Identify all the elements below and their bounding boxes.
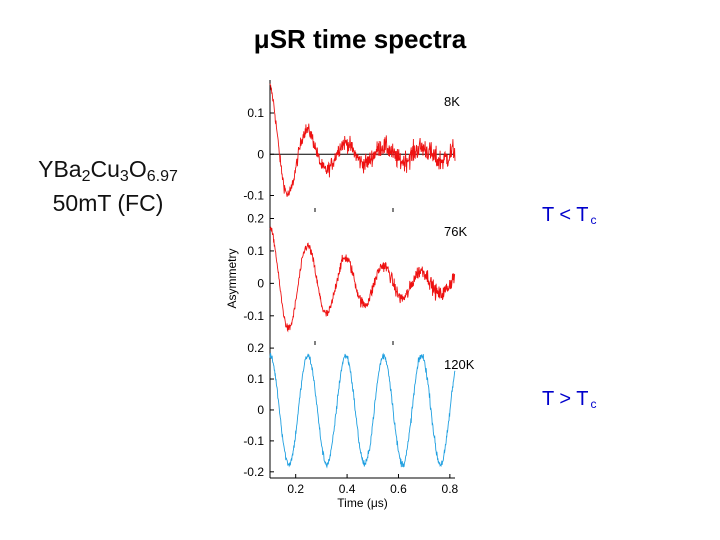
y-axis-label: Asymmetry [225, 249, 239, 309]
y-tick-label: 0.2 [247, 341, 264, 355]
y-tick-label: 0 [257, 276, 264, 290]
y-tick-label: 0 [257, 403, 264, 417]
signal-line-120K [269, 352, 456, 469]
sample-label: YBa2Cu3O6.97 50mT (FC) [18, 156, 198, 217]
signal-line-8K [269, 83, 456, 197]
y-tick-label: -0.1 [243, 189, 264, 203]
x-tick-label: 0.8 [442, 482, 459, 496]
x-axis-label: Time (μs) [337, 496, 387, 510]
y-tick-label: 0.1 [247, 106, 264, 120]
sample-formula: YBa2Cu3O6.97 [38, 156, 178, 185]
temperature-label: 76K [444, 224, 467, 239]
y-tick-label: 0.2 [247, 211, 264, 225]
y-tick-label: -0.1 [243, 309, 264, 323]
panel-8K: 0.1 0 -0.1 8K [243, 80, 460, 212]
x-tick-label: 0.6 [390, 482, 407, 496]
x-tick-label: 0.4 [339, 482, 356, 496]
y-tick-label: 0.1 [247, 372, 264, 386]
y-tick-label: 0 [257, 147, 264, 161]
temperature-label: 8K [444, 94, 460, 109]
x-tick-label: 0.2 [287, 482, 304, 496]
panel-76K: 0.2 0.1 0 -0.1 Asymmetry 76K [225, 211, 467, 345]
slide-title: μSR time spectra [253, 24, 467, 54]
y-tick-label: -0.2 [243, 465, 264, 479]
panel-120K: 0.2 0.1 0 -0.1 -0.2 0.2 0.4 0.6 0.8 Time (μs) 120K [243, 341, 474, 510]
y-tick-label: 0.1 [247, 244, 264, 258]
sample-field: 50mT (FC) [52, 190, 164, 216]
signal-line-76K [269, 226, 456, 333]
temperature-label: 120K [444, 357, 475, 372]
y-tick-label: -0.1 [243, 434, 264, 448]
